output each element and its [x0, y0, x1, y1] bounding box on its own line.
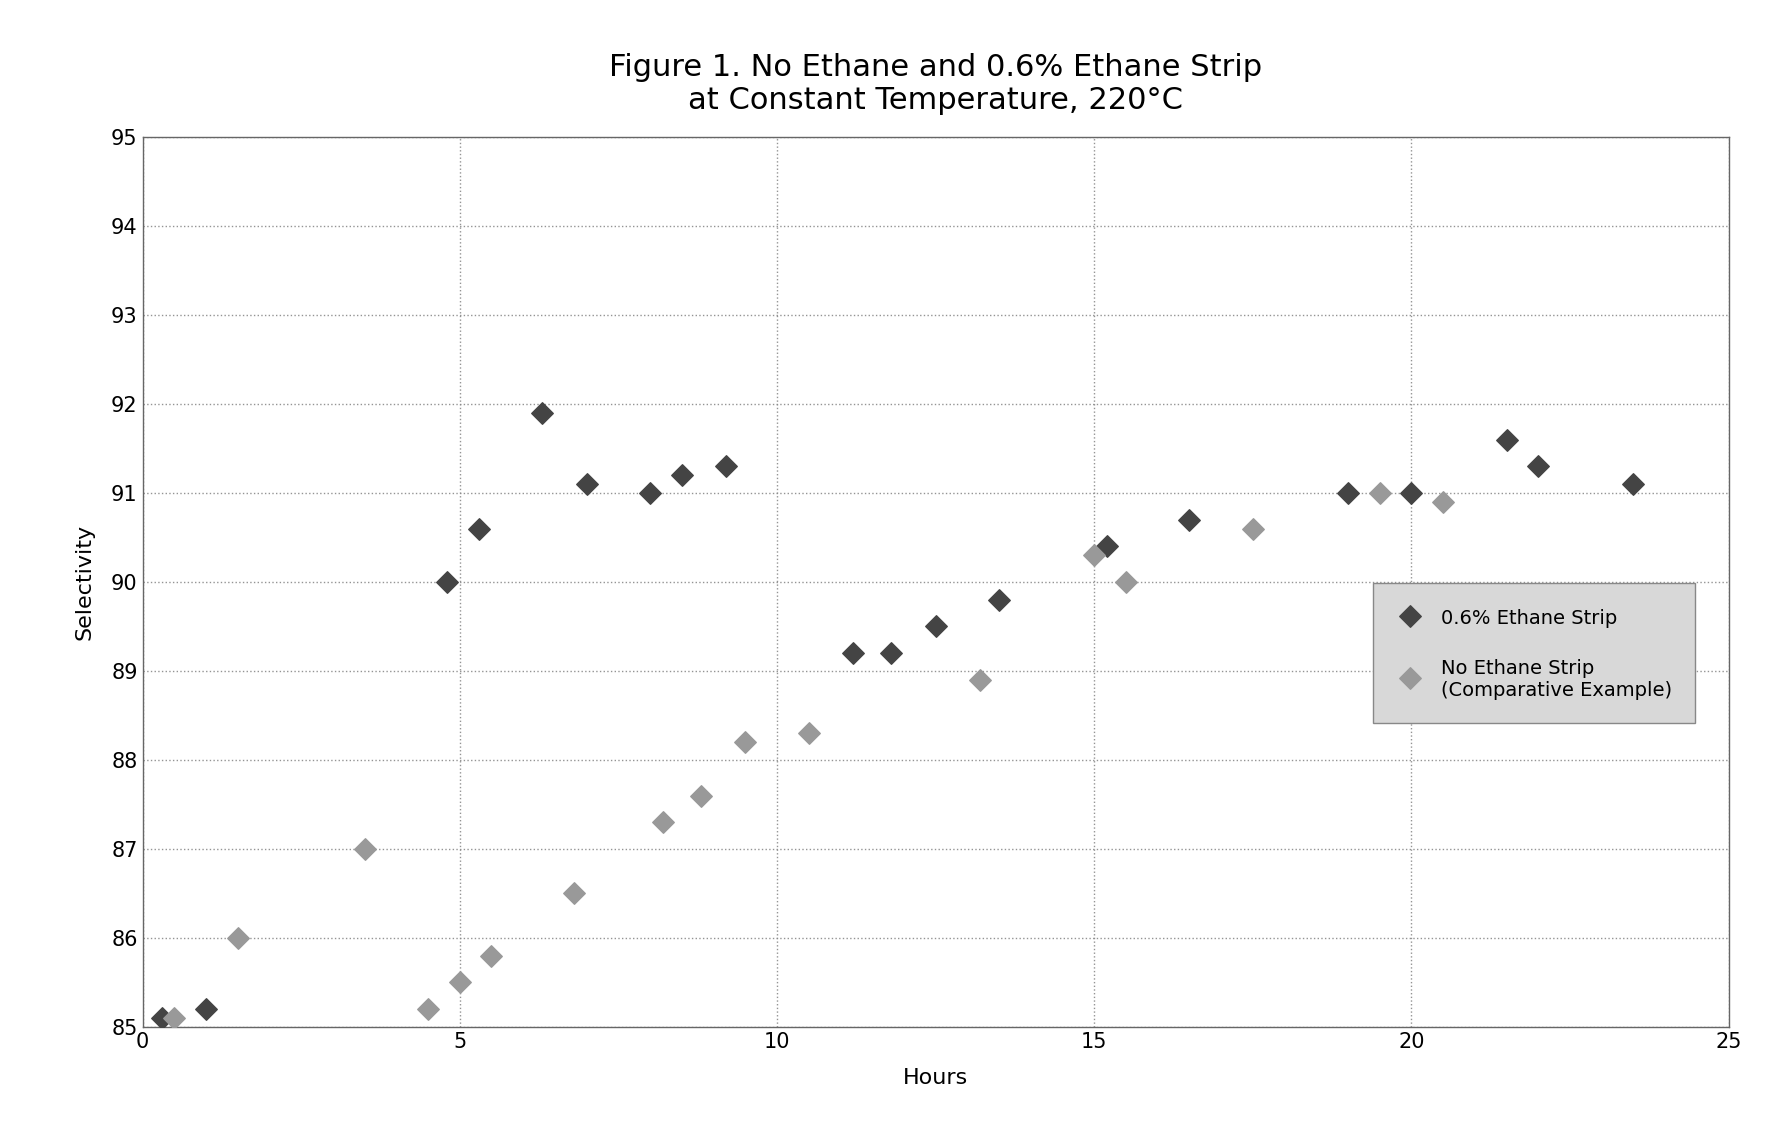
- 0.6% Ethane Strip: [985, 591, 1014, 609]
- No Ethane Strip
(Comparative Example): [795, 725, 823, 743]
- 0.6% Ethane Strip: [1174, 510, 1203, 528]
- 0.6% Ethane Strip: [527, 404, 556, 422]
- No Ethane Strip
(Comparative Example): [686, 786, 715, 804]
- 0.6% Ethane Strip: [1620, 475, 1648, 493]
- 0.6% Ethane Strip: [148, 1009, 176, 1027]
- No Ethane Strip
(Comparative Example): [731, 733, 759, 751]
- No Ethane Strip
(Comparative Example): [446, 973, 474, 992]
- Title: Figure 1. No Ethane and 0.6% Ethane Strip
at Constant Temperature, 220°C: Figure 1. No Ethane and 0.6% Ethane Stri…: [609, 52, 1262, 115]
- X-axis label: Hours: Hours: [903, 1068, 968, 1089]
- No Ethane Strip
(Comparative Example): [413, 1000, 442, 1018]
- 0.6% Ethane Strip: [877, 644, 905, 662]
- No Ethane Strip
(Comparative Example): [1238, 519, 1267, 537]
- 0.6% Ethane Strip: [1492, 430, 1520, 448]
- No Ethane Strip
(Comparative Example): [649, 814, 677, 832]
- No Ethane Strip
(Comparative Example): [1112, 573, 1140, 591]
- No Ethane Strip
(Comparative Example): [478, 947, 506, 965]
- No Ethane Strip
(Comparative Example): [1429, 493, 1458, 511]
- Legend: 0.6% Ethane Strip, No Ethane Strip
(Comparative Example): 0.6% Ethane Strip, No Ethane Strip (Comp…: [1372, 583, 1695, 723]
- 0.6% Ethane Strip: [668, 466, 697, 484]
- 0.6% Ethane Strip: [921, 617, 950, 636]
- No Ethane Strip
(Comparative Example): [351, 840, 380, 858]
- No Ethane Strip
(Comparative Example): [160, 1009, 189, 1027]
- 0.6% Ethane Strip: [433, 573, 462, 591]
- No Ethane Strip
(Comparative Example): [966, 671, 994, 689]
- No Ethane Strip
(Comparative Example): [1365, 484, 1394, 502]
- 0.6% Ethane Strip: [192, 1000, 221, 1018]
- Y-axis label: Selectivity: Selectivity: [75, 524, 94, 640]
- 0.6% Ethane Strip: [713, 458, 741, 476]
- 0.6% Ethane Strip: [465, 519, 494, 537]
- 0.6% Ethane Strip: [1333, 484, 1361, 502]
- 0.6% Ethane Strip: [1524, 458, 1552, 476]
- 0.6% Ethane Strip: [636, 484, 665, 502]
- No Ethane Strip
(Comparative Example): [560, 884, 588, 903]
- 0.6% Ethane Strip: [1397, 484, 1426, 502]
- 0.6% Ethane Strip: [839, 644, 868, 662]
- No Ethane Strip
(Comparative Example): [1080, 547, 1108, 565]
- 0.6% Ethane Strip: [1092, 537, 1121, 556]
- No Ethane Strip
(Comparative Example): [223, 929, 251, 947]
- 0.6% Ethane Strip: [572, 475, 601, 493]
